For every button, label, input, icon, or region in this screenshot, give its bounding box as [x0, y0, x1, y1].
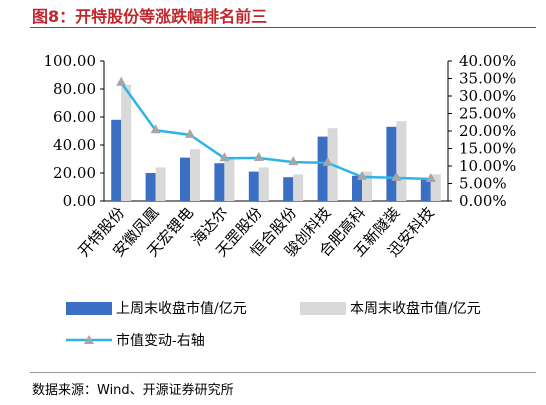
- left-tick-label: 20.00: [53, 164, 96, 182]
- left-tick-label: 0.00: [63, 192, 96, 210]
- line-point-marker: [425, 172, 436, 182]
- bar-prev-week: [111, 119, 122, 201]
- bar-this-week: [155, 167, 166, 201]
- bar-prev-week: [180, 157, 190, 201]
- bar-this-week: [293, 174, 304, 201]
- right-tick-label: 10.00%: [459, 157, 516, 175]
- change-line: [120, 81, 431, 181]
- legend-label-prev: 上周末收盘市值/亿元: [116, 300, 247, 317]
- line-series: [116, 76, 436, 182]
- figure-title: 图8：开特股份等涨跌幅排名前三: [32, 7, 268, 26]
- line-point-marker: [288, 156, 299, 166]
- line-point-marker: [253, 151, 264, 161]
- source-note: 数据来源：Wind、开源证券研究所: [32, 383, 234, 398]
- legend-swatch-curr: [300, 302, 346, 315]
- bar-prev-week: [420, 178, 431, 201]
- legend-line-marker: [84, 335, 94, 344]
- left-tick-label: 80.00: [53, 80, 96, 98]
- left-tick-label: 60.00: [53, 108, 96, 126]
- bar-prev-week: [214, 163, 225, 201]
- right-tick-label: 20.00%: [459, 122, 516, 140]
- bar-this-week: [396, 121, 407, 201]
- legend: 上周末收盘市值/亿元 本周末收盘市值/亿元 市值变动-右轴: [66, 300, 481, 349]
- bar-this-week: [258, 167, 269, 201]
- line-point-marker: [357, 170, 367, 180]
- line-point-marker: [322, 156, 333, 166]
- right-tick-label: 15.00%: [459, 140, 516, 158]
- line-point-marker: [219, 152, 230, 162]
- footer-rule: [30, 372, 536, 373]
- left-tick-label: 100.00: [44, 52, 97, 70]
- title-underline: [30, 27, 536, 28]
- bar-prev-week: [248, 171, 259, 201]
- bar-this-week: [362, 171, 372, 201]
- left-y-axis: 0.00 20.00 40.00 60.00 80.00 100.00: [44, 52, 448, 210]
- line-point-marker: [185, 128, 195, 138]
- left-tick-label: 40.00: [53, 136, 96, 154]
- bar-group: [111, 84, 441, 201]
- bar-this-week: [121, 84, 132, 201]
- right-tick-label: 5.00%: [459, 175, 507, 193]
- line-point-marker: [116, 76, 127, 86]
- right-tick-label: 40.00%: [459, 52, 516, 70]
- line-point-marker: [150, 124, 161, 134]
- bar-this-week: [430, 174, 441, 201]
- right-tick-label: 0.00%: [459, 192, 507, 210]
- right-y-axis: 0.00%5.00%10.00%15.00%20.00%25.00%30.00%…: [447, 52, 516, 210]
- bar-this-week: [224, 159, 235, 201]
- bar-prev-week: [283, 177, 294, 201]
- bar-prev-week: [352, 175, 362, 201]
- legend-swatch-prev: [66, 302, 112, 315]
- legend-label-line: 市值变动-右轴: [116, 332, 205, 349]
- bar-prev-week: [145, 173, 156, 201]
- bar-prev-week: [386, 126, 397, 201]
- chart: 0.00 20.00 40.00 60.00 80.00 100.00 0.00%5.00…: [44, 52, 517, 349]
- right-tick-label: 25.00%: [459, 105, 516, 123]
- bar-prev-week: [317, 136, 328, 201]
- bar-this-week: [190, 149, 200, 201]
- right-tick-label: 30.00%: [459, 87, 516, 105]
- right-tick-label: 35.00%: [459, 70, 516, 88]
- line-point-marker: [391, 171, 402, 181]
- legend-label-curr: 本周末收盘市值/亿元: [350, 300, 481, 317]
